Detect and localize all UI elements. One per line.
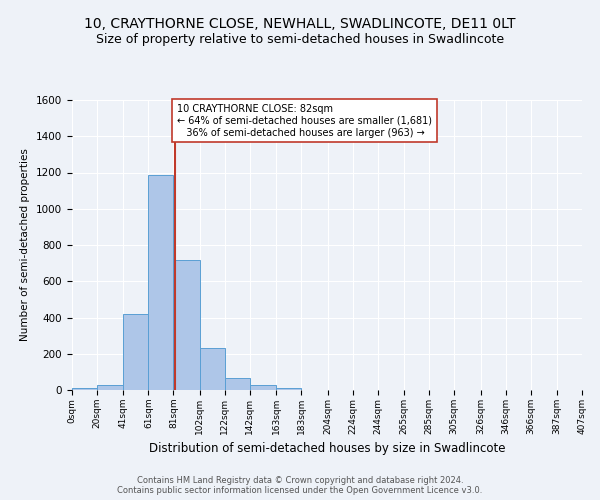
- X-axis label: Distribution of semi-detached houses by size in Swadlincote: Distribution of semi-detached houses by …: [149, 442, 505, 456]
- Text: Contains public sector information licensed under the Open Government Licence v3: Contains public sector information licen…: [118, 486, 482, 495]
- Bar: [173, 260, 200, 390]
- Text: Size of property relative to semi-detached houses in Swadlincote: Size of property relative to semi-detach…: [96, 32, 504, 46]
- Bar: [148, 175, 173, 390]
- Bar: [225, 378, 250, 390]
- Bar: [124, 314, 148, 390]
- Y-axis label: Number of semi-detached properties: Number of semi-detached properties: [20, 148, 31, 342]
- Text: 10, CRAYTHORNE CLOSE, NEWHALL, SWADLINCOTE, DE11 0LT: 10, CRAYTHORNE CLOSE, NEWHALL, SWADLINCO…: [84, 18, 516, 32]
- Bar: [97, 385, 124, 390]
- Text: 10 CRAYTHORNE CLOSE: 82sqm
← 64% of semi-detached houses are smaller (1,681)
   : 10 CRAYTHORNE CLOSE: 82sqm ← 64% of semi…: [177, 104, 432, 138]
- Bar: [200, 348, 225, 390]
- Text: Contains HM Land Registry data © Crown copyright and database right 2024.: Contains HM Land Registry data © Crown c…: [137, 476, 463, 485]
- Bar: [276, 388, 301, 390]
- Bar: [250, 385, 276, 390]
- Bar: [72, 388, 97, 390]
